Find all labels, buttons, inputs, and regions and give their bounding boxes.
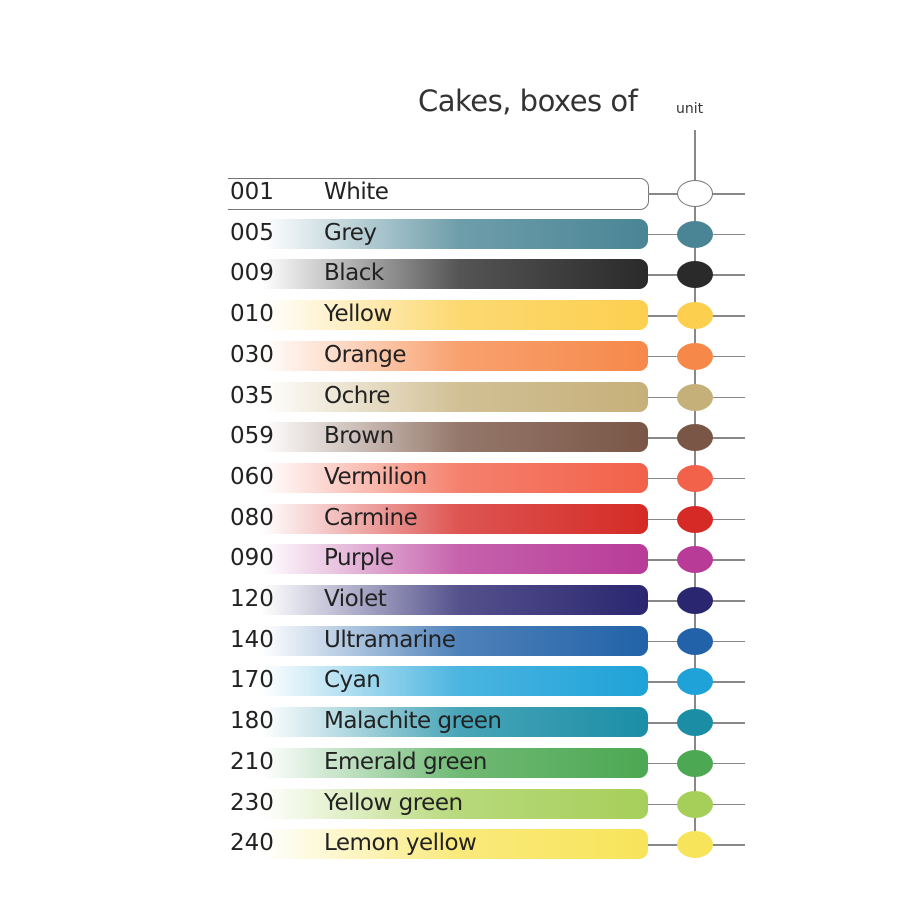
color-swatch-bar	[228, 178, 649, 210]
color-code: 059	[230, 423, 274, 450]
unit-dot	[677, 261, 713, 289]
color-name: Carmine	[324, 504, 418, 531]
color-code: 120	[230, 586, 274, 612]
color-swatch-bar	[228, 259, 648, 290]
color-code: 180	[230, 708, 274, 735]
color-row: 240 Lemon yellow	[228, 828, 748, 860]
unit-dot	[677, 220, 713, 248]
color-swatch-bar	[228, 340, 648, 371]
color-row: 180 Malachite green	[228, 706, 748, 738]
color-swatch-bar	[228, 829, 648, 860]
color-name: Ochre	[324, 382, 390, 409]
color-code: 009	[230, 260, 274, 287]
color-name: Yellow green	[324, 789, 463, 816]
unit-dot	[677, 464, 713, 492]
color-name: Violet	[324, 586, 387, 612]
unit-dot	[677, 302, 713, 330]
color-row: 001 White	[228, 177, 748, 210]
color-code: 001	[230, 179, 274, 205]
color-code: 080	[230, 504, 274, 531]
color-code: 010	[230, 301, 274, 328]
color-row: 059 Brown	[228, 421, 748, 453]
color-name: Lemon yellow	[324, 830, 477, 857]
color-code: 210	[230, 748, 274, 775]
color-swatch-bar	[228, 625, 648, 656]
color-swatch-bar	[228, 503, 648, 534]
color-code: 240	[230, 830, 274, 857]
unit-dot	[677, 180, 713, 207]
color-swatch-bar	[228, 707, 648, 738]
color-code: 090	[230, 545, 274, 572]
color-name: Vermilion	[324, 463, 427, 490]
unit-dot	[677, 383, 713, 411]
color-name: Purple	[324, 545, 394, 572]
color-code: 005	[230, 219, 274, 246]
unit-dot	[677, 587, 713, 614]
unit-column-label: unit	[676, 101, 704, 117]
unit-dot	[677, 342, 713, 370]
color-swatch-bar	[228, 747, 648, 778]
color-row: 140 Ultramarine	[228, 625, 748, 657]
color-swatch-bar	[228, 544, 648, 575]
unit-dot	[677, 749, 713, 777]
color-row: 080 Carmine	[228, 503, 748, 535]
color-swatch-bar	[228, 462, 648, 493]
color-code: 035	[230, 382, 274, 409]
color-row: 005 Grey	[228, 218, 748, 250]
color-swatch-bar	[228, 381, 648, 412]
color-row: 230 Yellow green	[228, 788, 748, 820]
color-swatch-bar	[228, 585, 648, 615]
unit-dot	[677, 831, 713, 859]
color-code: 030	[230, 341, 274, 368]
unit-dot	[677, 790, 713, 818]
color-swatch-bar	[228, 666, 648, 697]
color-name: Grey	[324, 219, 377, 246]
color-row: 060 Vermilion	[228, 462, 748, 494]
color-row: 170 Cyan	[228, 665, 748, 697]
color-code: 170	[230, 667, 274, 694]
color-row: 009 Black	[228, 258, 748, 290]
unit-dot	[677, 546, 713, 574]
unit-dot	[677, 668, 713, 696]
unit-dot	[677, 424, 713, 452]
chart-title: Cakes, boxes of	[418, 84, 638, 118]
color-row: 210 Emerald green	[228, 747, 748, 779]
color-name: Emerald green	[324, 748, 487, 775]
color-swatch-bar	[228, 218, 648, 249]
color-code: 060	[230, 463, 274, 490]
color-name: Malachite green	[324, 708, 502, 735]
color-swatch-bar	[228, 300, 648, 331]
color-swatch-bar	[228, 422, 648, 453]
color-row: 030 Orange	[228, 340, 748, 372]
color-name: Yellow	[324, 301, 392, 328]
color-row: 090 Purple	[228, 543, 748, 575]
color-row: 120 Violet	[228, 584, 748, 616]
color-name: Cyan	[324, 667, 381, 694]
unit-dot	[677, 709, 713, 737]
unit-dot	[677, 505, 713, 533]
color-name: Brown	[324, 423, 394, 450]
color-code: 140	[230, 626, 274, 653]
color-name: Black	[324, 260, 384, 287]
color-row: 035 Ochre	[228, 381, 748, 413]
color-name: Orange	[324, 341, 406, 368]
color-name: White	[324, 179, 389, 205]
color-name: Ultramarine	[324, 626, 456, 653]
color-row: 010 Yellow	[228, 299, 748, 331]
color-swatch-bar	[228, 788, 648, 819]
color-code: 230	[230, 789, 274, 816]
unit-dot	[677, 627, 713, 655]
